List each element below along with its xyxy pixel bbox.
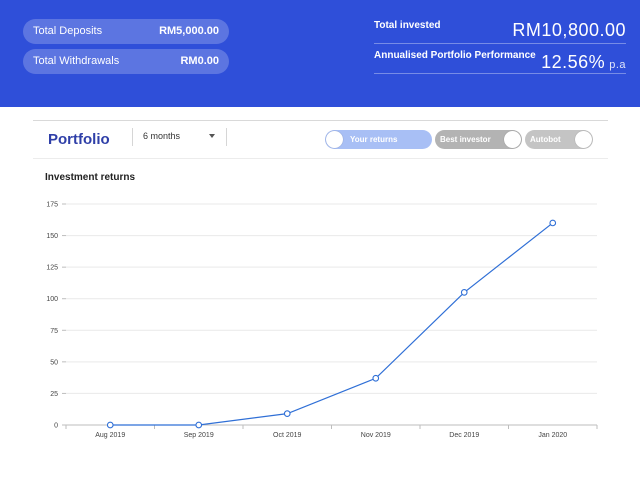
- total-deposits-value: RM5,000.00: [159, 25, 219, 37]
- y-tick-label: 50: [50, 359, 58, 366]
- range-select-value: 6 months: [143, 131, 181, 141]
- range-select[interactable]: 6 months: [137, 128, 219, 146]
- y-tick-label: 25: [50, 391, 58, 398]
- chart-title: Investment returns: [45, 172, 136, 183]
- divider: [226, 128, 227, 146]
- chevron-down-icon: [209, 134, 215, 138]
- total-withdrawals-label: Total Withdrawals: [33, 55, 120, 67]
- toggle-knob: [504, 131, 521, 148]
- total-deposits-pill: Total Deposits RM5,000.00: [23, 19, 229, 44]
- x-tick-label: Aug 2019: [95, 432, 125, 439]
- annualised-performance-value: 12.56%: [541, 52, 606, 72]
- annualised-performance-suffix: p.a: [609, 59, 626, 71]
- total-invested-value: RM10,800.00: [512, 20, 626, 40]
- toggle-knob: [326, 131, 343, 148]
- total-withdrawals-value: RM0.00: [180, 55, 219, 67]
- summary-header: Total Deposits RM5,000.00 Total Withdraw…: [0, 0, 640, 107]
- y-tick-label: 100: [46, 296, 58, 303]
- total-deposits-label: Total Deposits: [33, 25, 103, 37]
- toggle-best-investor[interactable]: Best investor: [435, 130, 522, 149]
- toggle-your-returns[interactable]: Your returns: [325, 130, 432, 149]
- total-invested-label: Total invested: [374, 20, 441, 31]
- x-tick-label: Jan 2020: [538, 432, 567, 439]
- x-tick-label: Dec 2019: [449, 432, 479, 439]
- card-top-border: [33, 120, 608, 121]
- total-invested-row: Total invested RM10,800.00: [374, 18, 626, 44]
- total-withdrawals-pill: Total Withdrawals RM0.00: [23, 49, 229, 74]
- x-tick-label: Nov 2019: [361, 432, 391, 439]
- y-tick-label: 125: [46, 265, 58, 272]
- toggle-autobot-label: Autobot: [530, 135, 561, 144]
- x-tick-label: Sep 2019: [184, 432, 214, 439]
- annualised-performance-label: Annualised Portfolio Performance: [374, 50, 536, 61]
- data-point: [106, 421, 114, 429]
- annualised-performance-row: Annualised Portfolio Performance 12.56% p…: [374, 48, 626, 74]
- toggle-your-returns-label: Your returns: [350, 135, 398, 144]
- annualised-performance-value-wrap: 12.56% p.a: [541, 52, 626, 73]
- toggle-best-investor-label: Best investor: [440, 135, 491, 144]
- series-line: [110, 222, 554, 426]
- y-tick-label: 0: [54, 423, 58, 430]
- y-tick-label: 75: [50, 328, 58, 335]
- data-point: [283, 410, 291, 417]
- y-tick-label: 150: [46, 233, 58, 240]
- divider: [132, 128, 133, 146]
- x-tick-label: Oct 2019: [273, 432, 302, 439]
- toggle-knob: [575, 131, 592, 148]
- y-tick-label: 175: [46, 202, 58, 209]
- data-point: [195, 421, 203, 429]
- data-point: [372, 374, 380, 382]
- data-point: [549, 219, 557, 227]
- toggle-autobot[interactable]: Autobot: [525, 130, 593, 149]
- portfolio-title: Portfolio: [48, 131, 110, 148]
- card-separator: [33, 158, 608, 159]
- data-point: [460, 289, 468, 296]
